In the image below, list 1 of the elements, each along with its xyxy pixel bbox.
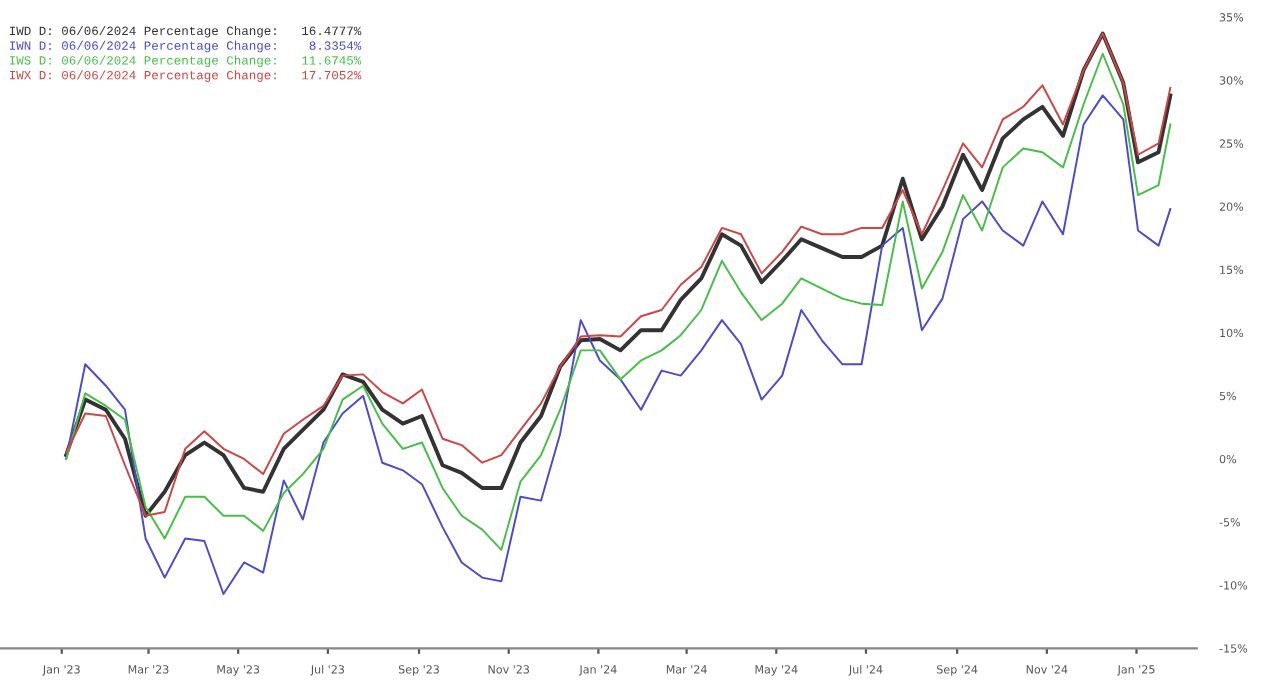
line-series [65,94,1172,595]
